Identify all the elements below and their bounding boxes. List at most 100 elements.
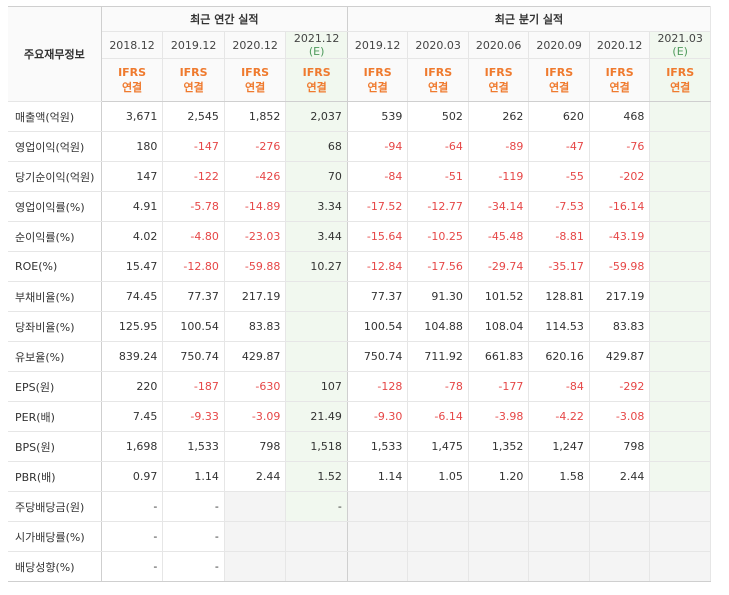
ifrs-label: IFRS xyxy=(241,66,270,79)
annual-value-cell: 1,698 xyxy=(101,431,164,462)
annual-value-cell: 1.52 xyxy=(285,461,348,492)
quarter-value-cell xyxy=(649,431,711,462)
quarter-value-cell xyxy=(468,521,530,552)
annual-value-cell: 100.54 xyxy=(162,311,225,342)
consolidated-label: 연결 xyxy=(670,81,691,94)
row-label: 순이익률(%) xyxy=(8,221,102,252)
quarter-value-cell xyxy=(649,131,711,162)
annual-value-cell: 2.44 xyxy=(224,461,287,492)
annual-value-cell: 83.83 xyxy=(224,311,287,342)
quarter-value-cell: -3.08 xyxy=(589,401,651,432)
annual-value-cell: 217.19 xyxy=(224,281,287,312)
quarter-value-cell: -10.25 xyxy=(407,221,469,252)
quarter-value-cell: -8.81 xyxy=(528,221,590,252)
table-row: 매출액(억원) 3,671 2,545 1,852 2,037 539 502 262 620 4… xyxy=(8,101,711,132)
annual-value-cell: 3,671 xyxy=(101,101,164,132)
quarter-value-cell: 539 xyxy=(347,101,409,132)
quarter-value-cell xyxy=(589,491,651,522)
financial-summary: 주요재무정보 최근 연간 실적 최근 분기 실적 2018.12 2019.12 2… xyxy=(8,6,712,582)
quarter-period-header: 2020.03 xyxy=(407,31,469,59)
ifrs-badge: IFRS 연결 xyxy=(589,58,651,102)
row-label: 당기순이익(억원) xyxy=(8,161,102,192)
quarter-period-header: 2020.09 xyxy=(528,31,590,59)
quarter-value-cell: 1.58 xyxy=(528,461,590,492)
annual-value-cell: - xyxy=(101,521,164,552)
quarter-value-cell: -76 xyxy=(589,131,651,162)
quarter-value-cell: -29.74 xyxy=(468,251,530,282)
quarter-value-cell: 262 xyxy=(468,101,530,132)
annual-value-cell: 147 xyxy=(101,161,164,192)
table-row: 영업이익(억원) 180 -147 -276 68 -94 -64 -89 -47 -76 xyxy=(8,131,711,162)
quarter-value-cell: -89 xyxy=(468,131,530,162)
annual-value-cell: 4.91 xyxy=(101,191,164,222)
quarter-value-cell xyxy=(347,491,409,522)
quarter-value-cell: -51 xyxy=(407,161,469,192)
period-label: 2019.12 xyxy=(354,38,401,52)
period-header-row: 2018.12 2019.12 2020.12 2021.12 (E) 2019.12 2… xyxy=(8,31,711,59)
annual-value-cell: -426 xyxy=(224,161,287,192)
quarter-value-cell: -78 xyxy=(407,371,469,402)
quarter-value-cell: 1.20 xyxy=(468,461,530,492)
quarter-value-cell xyxy=(528,521,590,552)
quarter-value-cell xyxy=(649,161,711,192)
quarter-value-cell xyxy=(649,311,711,342)
quarter-period-header: 2020.06 xyxy=(468,31,530,59)
quarter-value-cell xyxy=(649,401,711,432)
annual-value-cell: 1,852 xyxy=(224,101,287,132)
consolidated-label: 연결 xyxy=(121,81,143,94)
annual-value-cell: 3.44 xyxy=(285,221,348,252)
annual-value-cell: 1,533 xyxy=(162,431,225,462)
period-label: 2020.12 xyxy=(596,38,643,52)
annual-value-cell: 750.74 xyxy=(162,341,225,372)
table-row: PBR(배) 0.97 1.14 2.44 1.52 1.14 1.05 1.20 1.58 2.… xyxy=(8,461,711,492)
row-label: ROE(%) xyxy=(8,251,102,282)
quarter-value-cell: 620 xyxy=(528,101,590,132)
table-row: 순이익률(%) 4.02 -4.80 -23.03 3.44 -15.64 -10.25 -4… xyxy=(8,221,711,252)
quarter-value-cell: 104.88 xyxy=(407,311,469,342)
quarter-value-cell: -202 xyxy=(589,161,651,192)
period-label: 2020.12 xyxy=(232,38,278,52)
quarter-value-cell: -34.14 xyxy=(468,191,530,222)
quarter-value-cell: 1,247 xyxy=(528,431,590,462)
quarter-value-cell: -55 xyxy=(528,161,590,192)
quarter-period-header: 2021.03 (E) xyxy=(649,31,711,59)
ifrs-header-row: IFRS 연결 IFRS 연결 IFRS 연결 IFRS 연결 IFRS 연결 IFRS 연결 IFRS… xyxy=(8,58,711,102)
table-row: 시가배당률(%) - - xyxy=(8,521,711,552)
quarter-value-cell xyxy=(649,341,711,372)
quarter-value-cell xyxy=(649,371,711,402)
table-row: 주당배당금(원) - - - xyxy=(8,491,711,522)
consolidated-label: 연결 xyxy=(549,81,570,94)
row-label: 영업이익(억원) xyxy=(8,131,102,162)
annual-value-cell: -14.89 xyxy=(224,191,287,222)
table-row: BPS(원) 1,698 1,533 798 1,518 1,533 1,475 1,352 1… xyxy=(8,431,711,462)
quarter-value-cell: 1.05 xyxy=(407,461,469,492)
annual-value-cell xyxy=(224,551,287,582)
quarter-value-cell xyxy=(468,551,530,582)
annual-period-header: 2020.12 xyxy=(224,31,287,59)
quarter-value-cell: -17.56 xyxy=(407,251,469,282)
table-row: PER(배) 7.45 -9.33 -3.09 21.49 -9.30 -6.14 -3.98… xyxy=(8,401,711,432)
annual-value-cell: 10.27 xyxy=(285,251,348,282)
quarter-value-cell xyxy=(407,491,469,522)
annual-value-cell: - xyxy=(162,551,225,582)
quarter-value-cell: 798 xyxy=(589,431,651,462)
consolidated-label: 연결 xyxy=(609,81,630,94)
quarter-value-cell xyxy=(649,551,711,582)
annual-value-cell: -4.80 xyxy=(162,221,225,252)
annual-value-cell: 220 xyxy=(101,371,164,402)
row-label: 배당성향(%) xyxy=(8,551,102,582)
ifrs-badge: IFRS 연결 xyxy=(649,58,711,102)
row-label: PBR(배) xyxy=(8,461,102,492)
period-label: 2020.03 xyxy=(415,38,461,52)
ifrs-badge: IFRS 연결 xyxy=(285,58,348,102)
estimate-mark: (E) xyxy=(672,45,688,58)
ifrs-badge: IFRS 연결 xyxy=(528,58,590,102)
estimate-mark: (E) xyxy=(308,45,325,58)
annual-value-cell: 3.34 xyxy=(285,191,348,222)
table-body: 매출액(억원) 3,671 2,545 1,852 2,037 539 502 262 620 4… xyxy=(8,101,711,582)
table-row: EPS(원) 220 -187 -630 107 -128 -78 -177 -84 -292 xyxy=(8,371,711,402)
table-row: 부채비율(%) 74.45 77.37 217.19 77.37 91.30 101.52 1… xyxy=(8,281,711,312)
quarter-value-cell xyxy=(347,551,409,582)
row-label: EPS(원) xyxy=(8,371,102,402)
quarter-value-cell: 661.83 xyxy=(468,341,530,372)
